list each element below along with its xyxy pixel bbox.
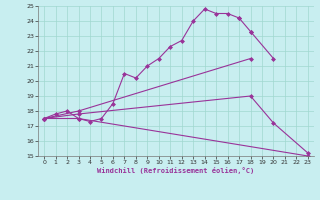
X-axis label: Windchill (Refroidissement éolien,°C): Windchill (Refroidissement éolien,°C) [97, 167, 255, 174]
